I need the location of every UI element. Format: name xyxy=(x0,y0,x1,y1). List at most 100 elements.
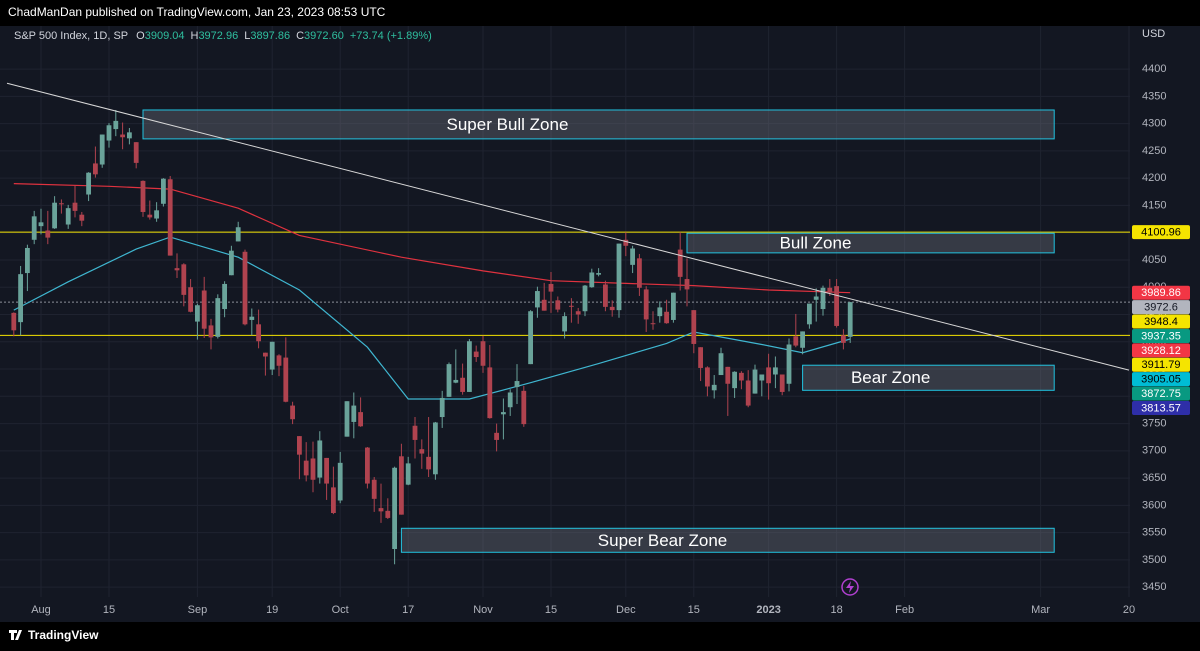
candle-body xyxy=(113,120,119,130)
candle-body xyxy=(507,392,513,408)
x-tick-label: Oct xyxy=(332,604,349,616)
candle-body xyxy=(371,479,377,499)
candle-body xyxy=(127,132,132,139)
candle-body xyxy=(290,405,295,420)
candle-body xyxy=(637,258,642,288)
candle-body xyxy=(161,178,166,204)
candle-body xyxy=(18,274,23,323)
price-label-bg xyxy=(1132,328,1190,343)
candle-body xyxy=(276,355,282,366)
candle-body xyxy=(426,456,431,470)
y-tick-label: 3650 xyxy=(1142,472,1166,484)
x-tick-label: 20 xyxy=(1123,604,1135,616)
candle-body xyxy=(365,447,370,484)
y-tick-label: 4400 xyxy=(1142,63,1166,75)
candle-body xyxy=(99,134,105,165)
trendline xyxy=(6,82,1130,371)
candle-body xyxy=(344,401,350,437)
y-tick-label: 3450 xyxy=(1142,581,1166,593)
candle-body xyxy=(841,335,846,343)
candle-body xyxy=(215,298,221,337)
candle-body xyxy=(106,125,112,141)
candle-body xyxy=(310,458,316,480)
moving-average xyxy=(13,183,851,294)
x-tick-label: 15 xyxy=(545,604,557,616)
legend-item: C xyxy=(296,30,304,42)
zone-label: Bear Zone xyxy=(851,368,930,387)
candle-body xyxy=(603,284,608,307)
candle-body xyxy=(691,310,697,344)
legend-item: 3972.96 xyxy=(198,30,238,42)
x-tick-label: Aug xyxy=(31,604,51,616)
candle-body xyxy=(86,172,91,195)
candle-body xyxy=(72,202,78,211)
candle-body xyxy=(541,299,547,311)
candle-body xyxy=(256,324,261,342)
candle-body xyxy=(575,311,581,315)
candle-body xyxy=(201,290,207,329)
y-tick-label: 3600 xyxy=(1142,499,1166,511)
x-tick-label: 18 xyxy=(830,604,842,616)
candle-body xyxy=(698,347,703,368)
zone-label: Super Bear Zone xyxy=(598,531,727,550)
candle-body xyxy=(174,268,180,271)
candle-body xyxy=(664,311,669,324)
price-label: 3813.57 xyxy=(1141,402,1181,414)
moving-average xyxy=(13,236,851,400)
candle-body xyxy=(140,180,146,212)
candle-body xyxy=(453,379,459,383)
zone xyxy=(686,232,1055,254)
price-label: 3905.05 xyxy=(1141,374,1181,386)
candle-body xyxy=(133,142,139,163)
legend-item: S&P 500 Index, 1D, SP xyxy=(14,30,128,42)
y-tick-label: 4350 xyxy=(1142,90,1166,102)
candle-body xyxy=(93,163,98,175)
candle-body xyxy=(324,457,329,484)
candle-body xyxy=(473,351,479,358)
legend: S&P 500 Index, 1D, SP O3909.04 H3972.96 L38… xyxy=(14,30,432,42)
candle-body xyxy=(222,283,227,310)
zone xyxy=(142,109,1055,140)
candle-body xyxy=(303,460,309,476)
price-label: 4100.96 xyxy=(1141,227,1181,239)
candle-body xyxy=(739,372,744,381)
candle-body xyxy=(181,264,187,295)
candle-body xyxy=(79,214,85,221)
candle-body xyxy=(555,300,561,310)
candle-body xyxy=(514,381,520,388)
candle-body xyxy=(582,285,588,312)
candle-body xyxy=(120,134,125,138)
x-tick-label: 2023 xyxy=(756,604,780,616)
candle-body xyxy=(813,296,819,300)
logo-icon xyxy=(9,630,22,640)
x-tick-label: Nov xyxy=(473,604,493,616)
legend-item: L xyxy=(244,30,250,42)
y-tick-label: 4050 xyxy=(1142,254,1166,266)
price-label: 3972.6 xyxy=(1144,302,1178,314)
candle-body xyxy=(609,306,615,311)
candle-body xyxy=(793,336,799,346)
candle-body xyxy=(677,249,683,277)
candle-body xyxy=(705,367,710,387)
candle-body xyxy=(317,440,323,478)
event-icon[interactable] xyxy=(841,578,859,596)
zone xyxy=(400,527,1055,553)
candle-body xyxy=(759,374,765,381)
candle-body xyxy=(745,380,751,406)
x-tick-label: 19 xyxy=(266,604,278,616)
candle-body xyxy=(732,371,737,389)
candle-body xyxy=(596,273,601,275)
x-tick-label: Sep xyxy=(188,604,208,616)
price-label-bg xyxy=(1132,300,1190,315)
price-label-bg xyxy=(1132,372,1190,387)
candle-body xyxy=(45,230,51,238)
candle-body xyxy=(766,367,771,384)
candle-body xyxy=(562,316,567,332)
candle-body xyxy=(834,286,839,326)
footer-brand: TradingView xyxy=(28,628,99,642)
candle-body xyxy=(195,305,200,322)
candle-body xyxy=(249,316,255,320)
candle-body xyxy=(31,216,37,240)
candle-body xyxy=(297,436,302,455)
